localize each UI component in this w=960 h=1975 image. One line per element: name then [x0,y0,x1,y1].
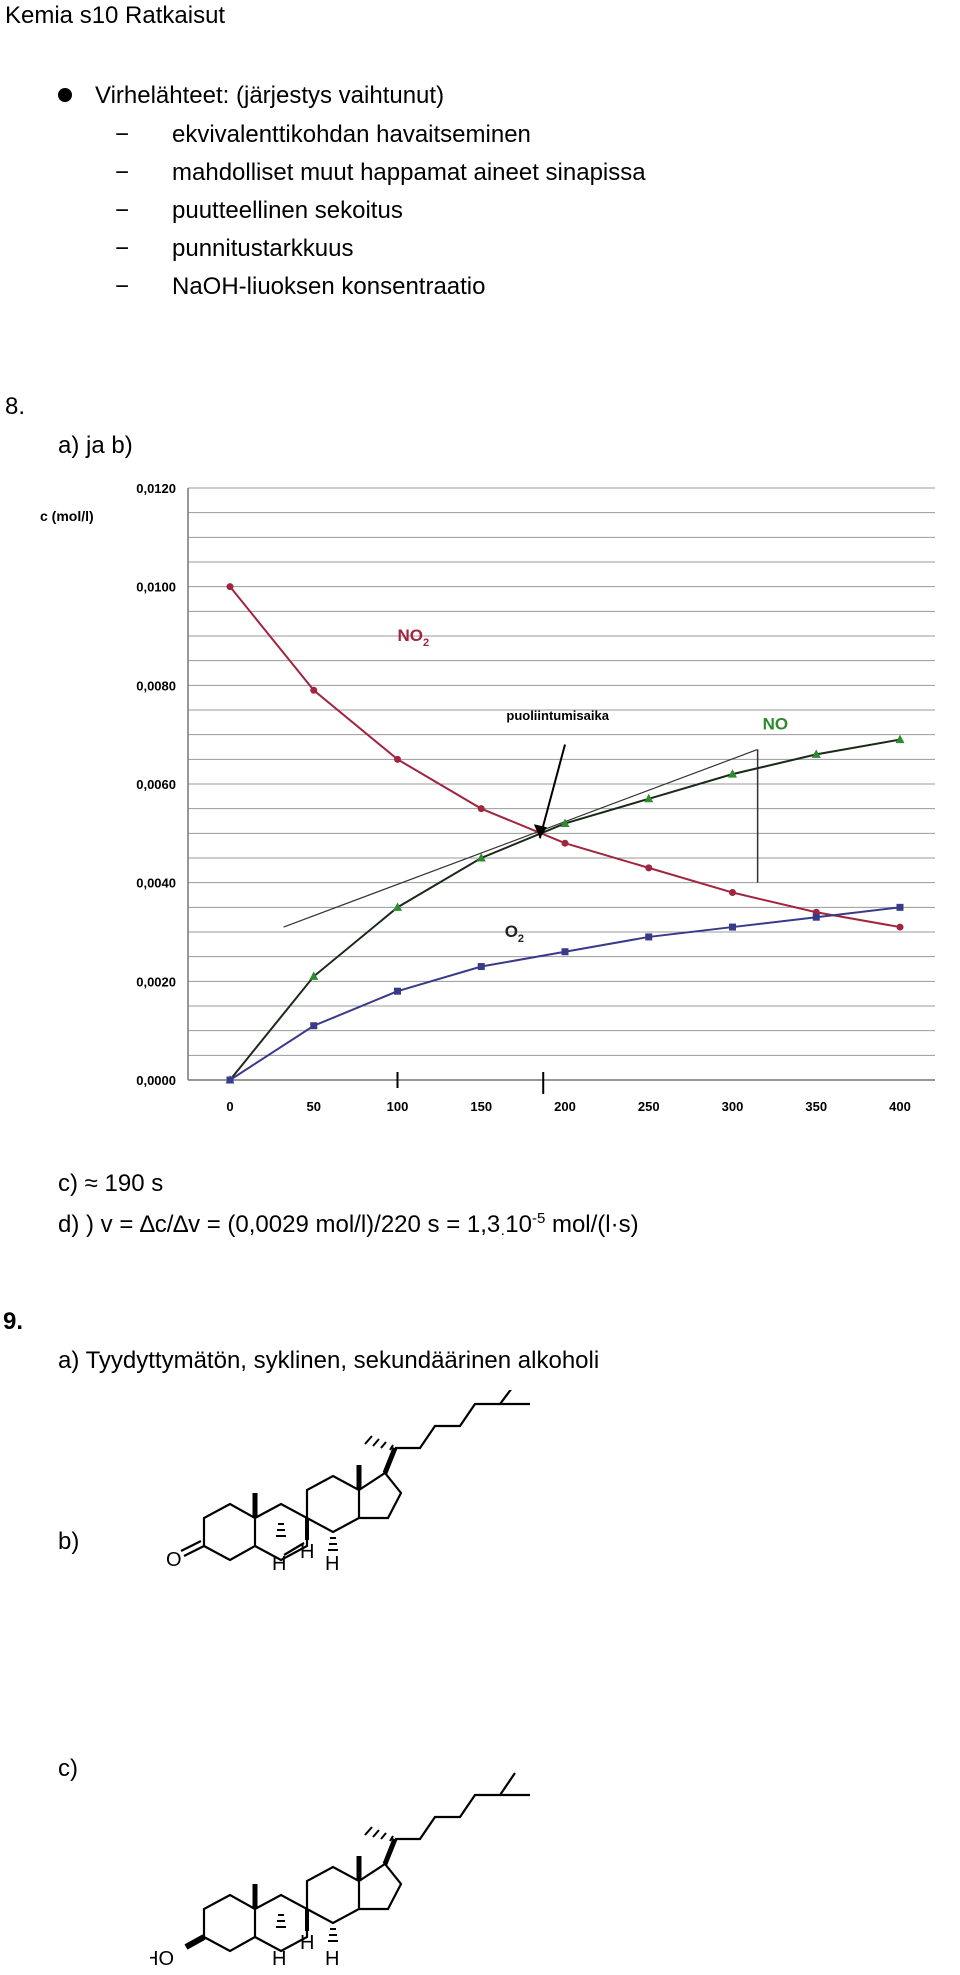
data-point [811,749,821,758]
data-point [476,853,486,862]
data-point [310,1022,318,1030]
x-tick-label: 200 [554,1099,576,1114]
answer-d-prefix: d) ) v = [58,1211,141,1238]
question-number: 8. [5,393,26,420]
data-point [561,839,569,847]
dash-icon: − [115,159,130,186]
bullet-icon [58,88,72,102]
data-point [226,583,234,591]
multiply-dot: · [500,1224,506,1242]
hydrogen-label: H [300,1932,314,1954]
y-tick-label: 0,0120 [136,481,176,496]
error-item: puutteellinen sekoitus [172,197,403,224]
hydroxyl-label: HO [150,1948,174,1970]
data-point [310,686,318,694]
y-tick-label: 0,0000 [136,1073,176,1088]
data-point [394,987,401,995]
hydrogen-label: H [325,1553,339,1575]
y-tick-label: 0,0020 [136,974,176,989]
answer-c: c) ≈ 190 s [58,1170,164,1197]
steroid-ketone-structure: O H H H [166,1390,530,1575]
question-number: 9. [3,1308,24,1335]
data-point [309,971,319,980]
answer-d-unit: mol/(l [545,1211,611,1238]
series-label: NO [763,715,789,734]
series-line [229,586,901,929]
series-label-subscript: 2 [518,933,524,945]
data-point [896,903,904,911]
data-point [895,734,905,744]
unit-dot: · [610,1211,619,1238]
page-header: Kemia s10 Ratkaisut [5,2,226,29]
answer-d-exponent: -5 [531,1210,546,1227]
error-item: mahdolliset muut happamat aineet sinapis… [172,159,646,186]
x-tick-label: 0 [226,1099,233,1114]
data-point [477,963,485,971]
y-tick-label: 0,0040 [136,876,176,891]
y-tick-label: 0,0080 [136,678,176,693]
answer-d-formula: ∆c/∆v = (0,0029 mol/l)/220 s = 1,3 [140,1211,501,1238]
answer-9a: a) Tyydyttymätön, syklinen, sekundäärine… [58,1347,600,1374]
data-point [393,902,402,911]
data-point [226,1076,234,1084]
error-item: punnitustarkkuus [172,235,354,262]
x-tick-label: 50 [307,1099,321,1114]
x-tick-label: 300 [722,1099,744,1114]
hydrogen-label: H [272,1553,286,1575]
data-point [812,913,820,921]
x-tick-label: 400 [889,1099,911,1114]
annotation-label: puoliintumisaika [506,708,609,723]
answer-d-unit-end: s) [618,1211,639,1238]
x-tick-label: 100 [387,1099,409,1114]
series-label: O2 [505,922,524,945]
errors-title: Virhelähteet: (järjestys vaihtunut) [95,82,445,109]
hydrogen-label: H [325,1948,339,1970]
data-point [645,864,653,872]
dash-icon: − [115,235,130,262]
series-line [229,906,901,1081]
oxygen-label: O [166,1549,182,1571]
series-label-subscript: 2 [423,637,429,649]
dash-icon: − [115,121,130,148]
data-point [729,889,736,897]
question-part-label: a) ja b) [58,432,133,459]
y-tick-label: 0,0060 [136,777,176,792]
data-point [561,948,569,956]
data-point [728,769,737,778]
data-point [729,923,736,931]
arrow-head-icon [533,824,547,839]
answer-d-base: 10 [505,1211,532,1238]
concentration-chart: c (mol/l) 0,0000 0,0020 0,0040 0,0060 0,0080… [40,481,935,1114]
series-label: NO2 [398,626,430,649]
x-tick-label: 350 [805,1099,827,1114]
error-item: NaOH-liuoksen konsentraatio [172,273,486,300]
data-point [394,755,401,763]
data-point [644,793,654,803]
error-item: ekvivalenttikohdan havaitseminen [172,121,531,148]
hydrogen-label: H [300,1541,314,1563]
x-tick-label: 250 [638,1099,660,1114]
dash-icon: − [115,273,130,300]
hydrogen-label: H [272,1948,286,1970]
data-point [477,805,485,813]
data-point [645,933,653,941]
answer-9c-label: c) [58,1755,78,1782]
tangent-line [283,748,758,928]
y-axis-label: c (mol/l) [40,508,94,524]
dash-icon: − [115,197,130,224]
answer-d: d) ) v = ∆c/∆v = (0,0029 mol/l)/220 s = … [58,1210,639,1242]
x-tick-label: 150 [470,1099,492,1114]
y-tick-label: 0,0100 [136,580,176,595]
cholesterol-like-structure: HO H H H [150,1772,530,1970]
answer-9b-label: b) [58,1528,80,1555]
data-point [560,818,570,827]
annotation-arrow [538,744,566,839]
data-point [896,923,904,931]
